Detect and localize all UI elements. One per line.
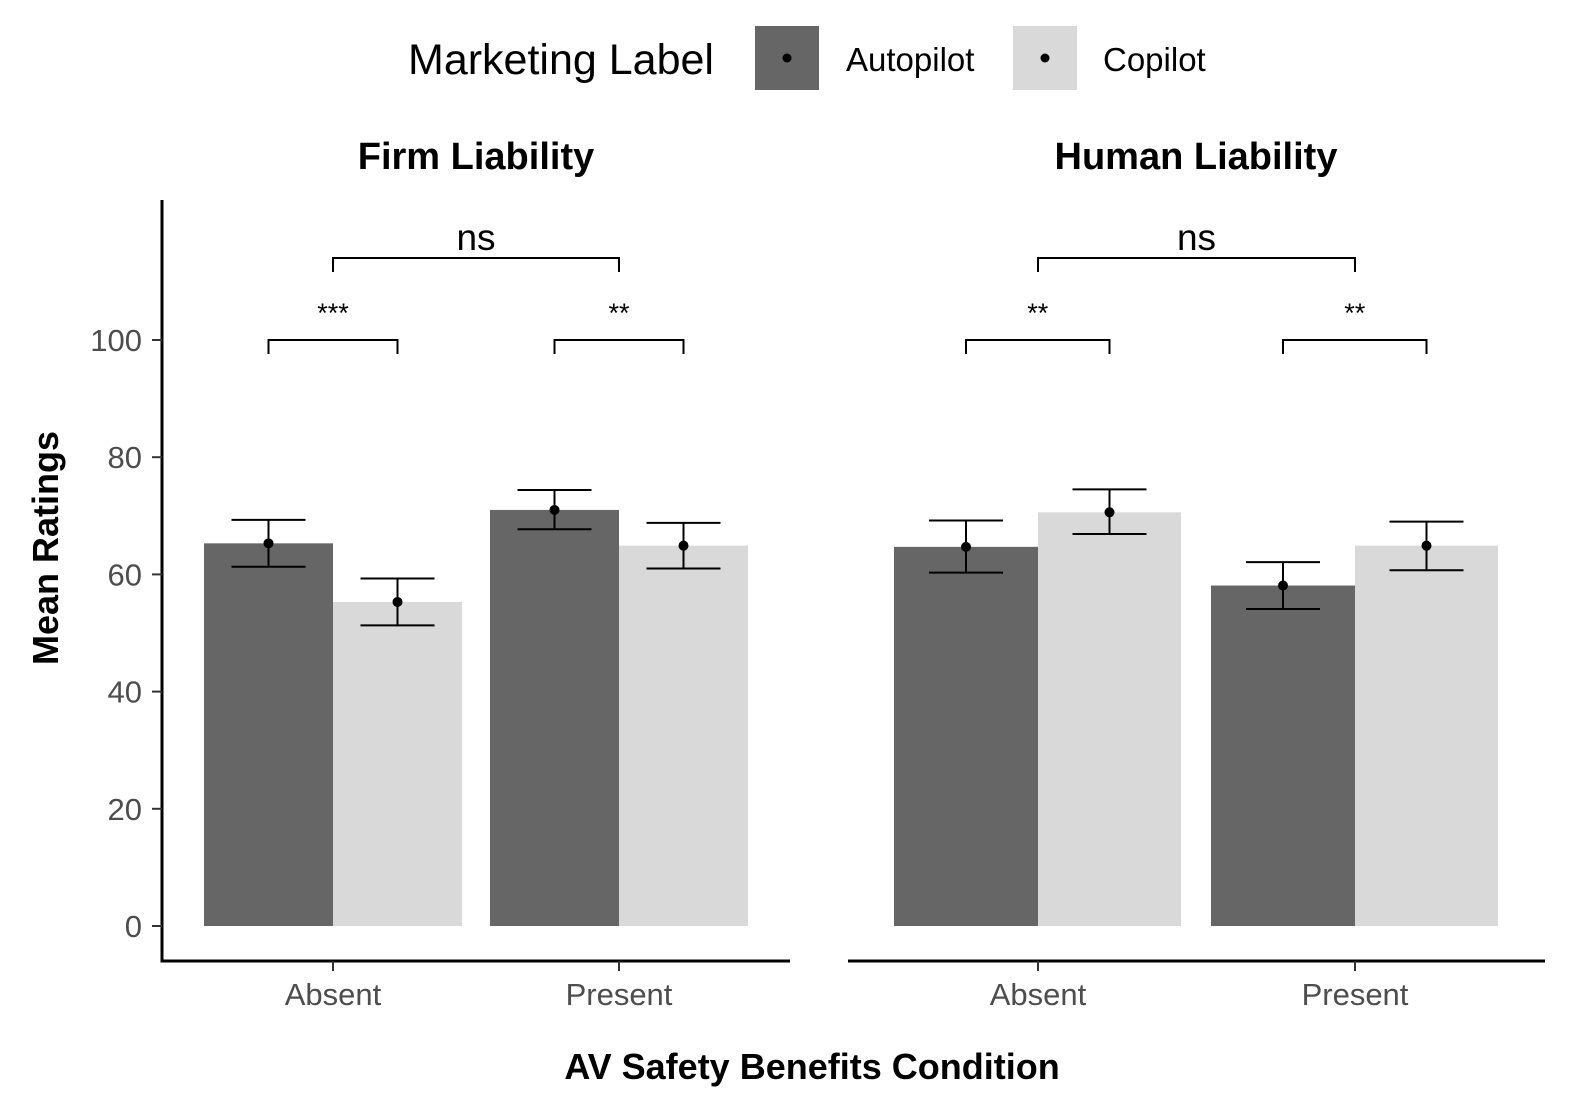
legend: Marketing Label Autopilot Copilot <box>408 24 1206 92</box>
bar-firm-present-autopilot <box>490 509 619 926</box>
significance-label: ns <box>456 217 495 258</box>
significance-firm-present: ** <box>553 298 685 354</box>
bar-human-absent-copilot <box>1038 512 1181 926</box>
x-tick-label-human-absent: Absent <box>990 977 1087 1012</box>
significance-label: ns <box>1177 217 1216 258</box>
bar-firm-absent-copilot <box>333 601 462 926</box>
bar-human-absent-autopilot <box>894 546 1038 926</box>
legend-label-autopilot: Autopilot <box>846 41 974 78</box>
significance-firm-between: ns <box>332 217 620 272</box>
x-tick-label-human-present: Present <box>1302 977 1409 1012</box>
significance-label: ** <box>1027 298 1049 328</box>
significance-human-present: ** <box>1282 298 1428 354</box>
bar-firm-absent-autopilot <box>204 543 333 926</box>
legend-key-copilot-dot <box>1040 53 1050 63</box>
significance-firm-absent: *** <box>267 298 399 354</box>
legend-title: Marketing Label <box>408 36 714 84</box>
significance-label: *** <box>317 298 349 328</box>
y-tick-label-20: 20 <box>108 792 142 827</box>
point-firm-present-autopilot <box>549 504 560 515</box>
bar-human-present-copilot <box>1355 545 1498 926</box>
x-tick-label-firm-present: Present <box>566 977 673 1012</box>
panel-human: Absent Present ** ** ns <box>848 217 1545 1012</box>
x-tick-label-firm-absent: Absent <box>285 977 382 1012</box>
legend-label-copilot: Copilot <box>1103 41 1206 78</box>
point-human-absent-copilot <box>1104 507 1115 518</box>
x-axis-title: AV Safety Benefits Condition <box>564 1046 1059 1087</box>
y-axis-title: Mean Ratings <box>25 431 66 665</box>
y-tick-label-0: 0 <box>125 909 142 944</box>
point-human-absent-autopilot <box>961 541 971 552</box>
facet-title-human: Human Liability <box>1055 136 1338 178</box>
significance-human-absent: ** <box>965 298 1111 354</box>
point-human-present-copilot <box>1421 540 1432 551</box>
bar-human-present-autopilot <box>1211 585 1355 926</box>
facet-title-firm: Firm Liability <box>358 136 594 178</box>
y-tick-label-60: 60 <box>108 557 142 592</box>
y-tick-label-40: 40 <box>108 675 142 710</box>
significance-label: ** <box>608 298 630 328</box>
y-tick-label-80: 80 <box>108 440 142 475</box>
significance-label: ** <box>1344 298 1366 328</box>
y-tick-label-100: 100 <box>90 323 142 358</box>
point-firm-absent-copilot <box>392 596 403 607</box>
significance-human-between: ns <box>1037 217 1356 272</box>
point-human-present-autopilot <box>1278 580 1288 591</box>
bar-firm-present-copilot <box>619 545 748 926</box>
point-firm-absent-autopilot <box>263 538 274 549</box>
legend-key-autopilot-dot <box>782 53 792 63</box>
point-firm-present-copilot <box>678 540 689 551</box>
